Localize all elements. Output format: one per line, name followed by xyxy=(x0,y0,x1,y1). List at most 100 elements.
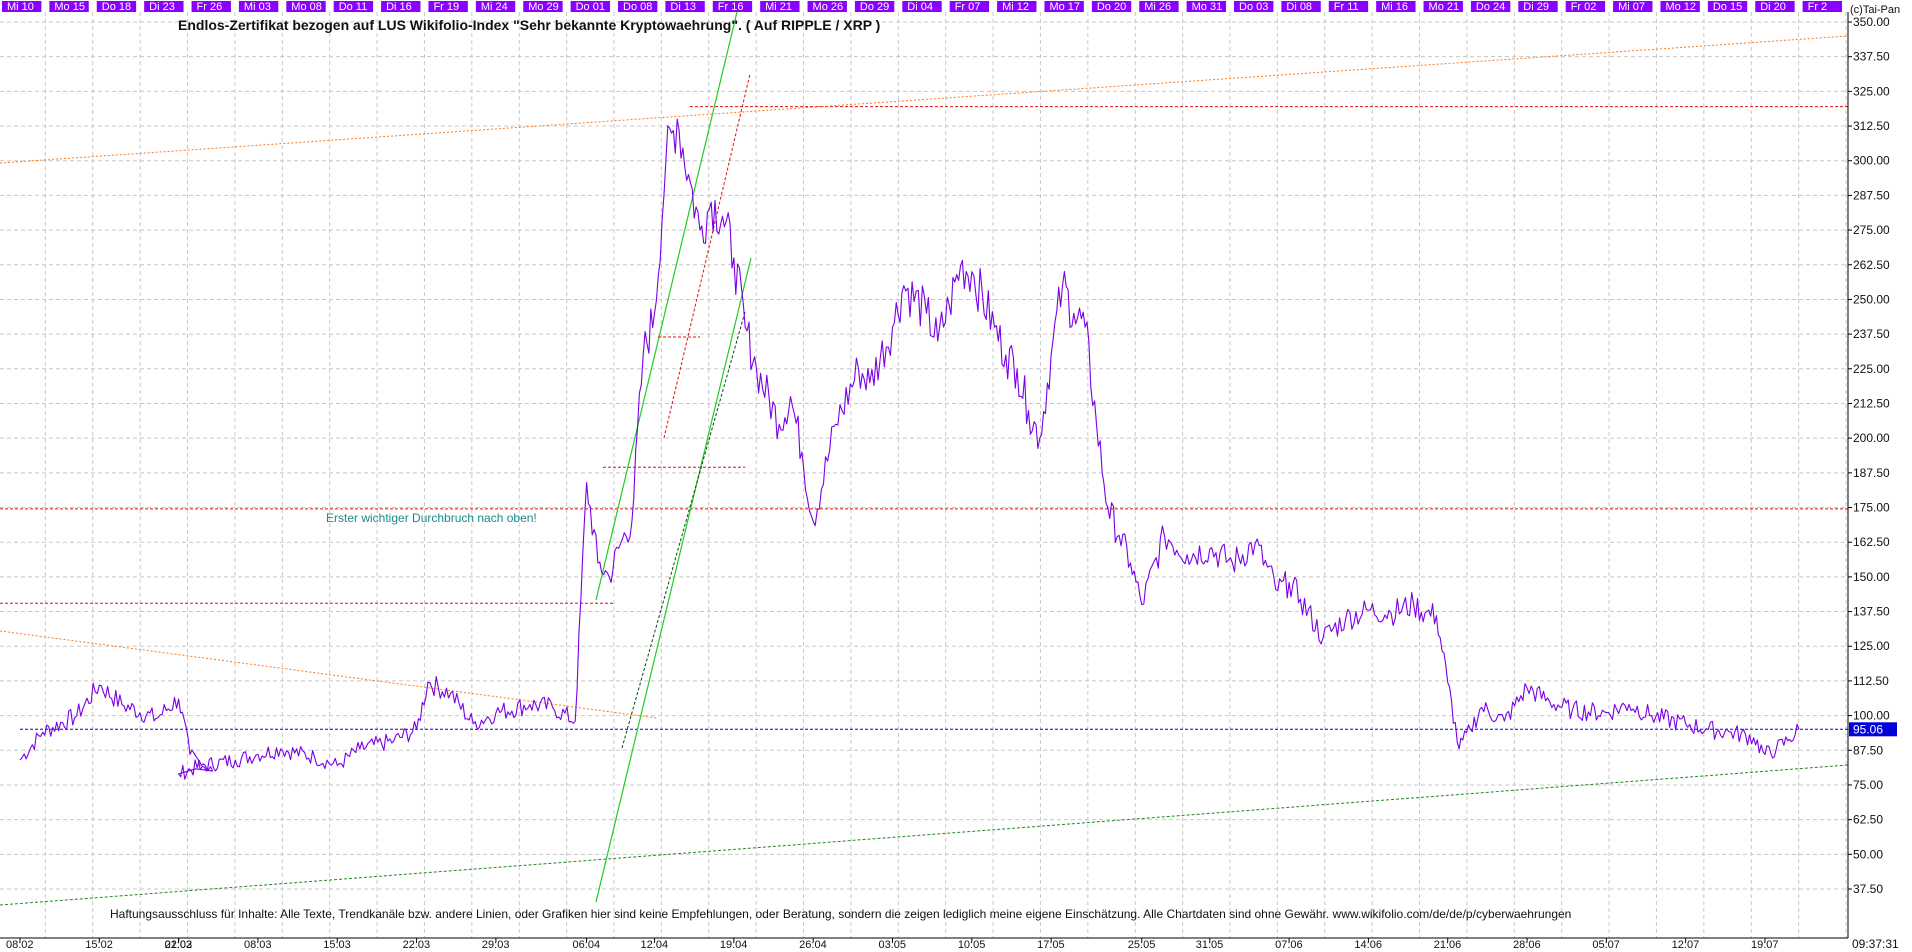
price-line xyxy=(19,118,1800,780)
x-tick-label: 25:05 xyxy=(1128,939,1156,951)
x-tick-label: 28:06 xyxy=(1513,939,1541,951)
day-label-box xyxy=(96,1,137,12)
day-label: Mo 26 xyxy=(813,1,844,13)
disclaimer-footer: Haftungsausschluss für Inhalte: Alle Tex… xyxy=(110,907,1571,921)
day-label-box xyxy=(286,1,326,12)
day-label-box xyxy=(570,1,610,12)
day-label-box xyxy=(1755,1,1795,12)
y-tick-label: 150.00 xyxy=(1853,570,1890,584)
y-tick-label: 200.00 xyxy=(1853,431,1890,445)
day-label: Di 23 xyxy=(149,1,175,13)
copyright-label: (c)Tai-Pan xyxy=(1850,4,1900,16)
y-tick-label: 275.00 xyxy=(1853,223,1890,237)
y-tick-label: 325.00 xyxy=(1853,84,1890,98)
x-tick-label: 12:07 xyxy=(1672,939,1700,951)
y-tick-label: 62.50 xyxy=(1853,813,1883,827)
day-label-box xyxy=(1328,1,1369,12)
y-tick-label: 75.00 xyxy=(1853,778,1883,792)
day-label-box xyxy=(1518,1,1558,12)
day-label: Di 20 xyxy=(1760,1,1786,13)
day-label: Do 29 xyxy=(860,1,889,13)
y-tick-label: 237.50 xyxy=(1853,327,1890,341)
day-label: Do 08 xyxy=(623,1,652,13)
day-label-box xyxy=(1707,1,1748,12)
day-label-box xyxy=(997,1,1037,12)
day-label: Fr 11 xyxy=(1334,1,1359,13)
last-price-badge: 95.06 xyxy=(1849,722,1897,737)
day-label-box xyxy=(902,1,942,12)
day-label-box xyxy=(428,1,468,12)
day-label: Do 18 xyxy=(102,1,131,13)
x-tick-label: 14:06 xyxy=(1354,939,1382,951)
orange-trend-upper xyxy=(0,35,1849,164)
last-price-label: 95.06 xyxy=(1853,722,1883,736)
x-tick-label: 08:03 xyxy=(244,939,272,951)
day-label: Mi 24 xyxy=(481,1,508,13)
green-channel-lower xyxy=(595,257,752,903)
day-label: Fr 2 xyxy=(1808,1,1828,13)
day-label: Do 24 xyxy=(1476,1,1505,13)
last-price-background xyxy=(1849,722,1897,737)
day-label: Di 08 xyxy=(1286,1,1312,13)
x-tick-label: 15:02 xyxy=(85,939,113,951)
day-label: Mo 17 xyxy=(1049,1,1080,13)
day-label: Mo 29 xyxy=(528,1,559,13)
day-label: Mo 31 xyxy=(1192,1,1223,13)
y-tick-label: 225.00 xyxy=(1853,362,1890,376)
x-tick-label: 29:03 xyxy=(482,939,510,951)
day-label: Mo 08 xyxy=(291,1,322,13)
breakout-annotation: Erster wichtiger Durchbruch nach oben! xyxy=(326,511,537,525)
day-label: Fr 16 xyxy=(718,1,744,13)
dotted-inner-line xyxy=(621,311,746,749)
day-label: Di 13 xyxy=(670,1,696,13)
day-label-box xyxy=(1376,1,1416,12)
x-tick-label: 10:05 xyxy=(958,939,986,951)
day-label-box xyxy=(1423,1,1463,12)
day-label-box xyxy=(854,1,895,12)
price-series xyxy=(19,118,1800,780)
x-tick-label: 07:06 xyxy=(1275,939,1303,951)
day-label-box xyxy=(1139,1,1179,12)
day-label-box xyxy=(1044,1,1084,12)
x-tick-label: 17:05 xyxy=(1037,939,1065,951)
day-label-box xyxy=(49,1,89,12)
day-label-box xyxy=(475,1,516,12)
y-tick-label: 312.50 xyxy=(1853,119,1890,133)
y-tick-label: 175.00 xyxy=(1853,501,1890,515)
day-label: Di 16 xyxy=(386,1,412,13)
day-label: Do 11 xyxy=(339,1,368,13)
day-label-box xyxy=(1660,1,1700,12)
grid xyxy=(0,12,1848,938)
day-label: Mo 12 xyxy=(1665,1,1696,13)
day-label-box xyxy=(1802,1,1842,12)
x-tick-label: 08:02 xyxy=(6,939,34,951)
x-tick-label: 05:07 xyxy=(1592,939,1620,951)
x-tick-label: 15:03 xyxy=(323,939,351,951)
day-label: Do 03 xyxy=(1239,1,1268,13)
y-tick-label: 37.50 xyxy=(1853,882,1883,896)
day-label-bar: Mi 10 Mo 15 Do 18 Di 23 Fr 26 Mi 03 Mo 08 Do 11… xyxy=(0,0,1848,13)
x-tick-label: 22:02 xyxy=(165,939,193,951)
day-label-box xyxy=(1470,1,1511,12)
y-tick-label: 350.00 xyxy=(1853,15,1890,29)
y-axis: 37.50 50.00 62.50 75.00 87.50 100.00 112.50 125… xyxy=(1847,12,1890,938)
day-label-box xyxy=(1613,1,1653,12)
day-label-box xyxy=(2,1,42,12)
y-tick-label: 162.50 xyxy=(1853,535,1890,549)
day-label: Fr 26 xyxy=(197,1,223,13)
day-label: Mo 15 xyxy=(54,1,85,13)
day-label-box xyxy=(1565,1,1606,12)
day-label-box xyxy=(144,1,184,12)
day-label: Fr 19 xyxy=(433,1,459,13)
green-long-support xyxy=(0,764,1849,906)
y-tick-label: 337.50 xyxy=(1853,50,1890,64)
day-label-box xyxy=(760,1,800,12)
y-tick-label: 212.50 xyxy=(1853,396,1890,410)
day-label-box xyxy=(712,1,753,12)
day-label-box xyxy=(1234,1,1274,12)
y-tick-label: 262.50 xyxy=(1853,258,1890,272)
day-label-box xyxy=(1281,1,1321,12)
x-tick-label: 26:04 xyxy=(799,939,827,951)
x-tick-label: 22:03 xyxy=(403,939,431,951)
